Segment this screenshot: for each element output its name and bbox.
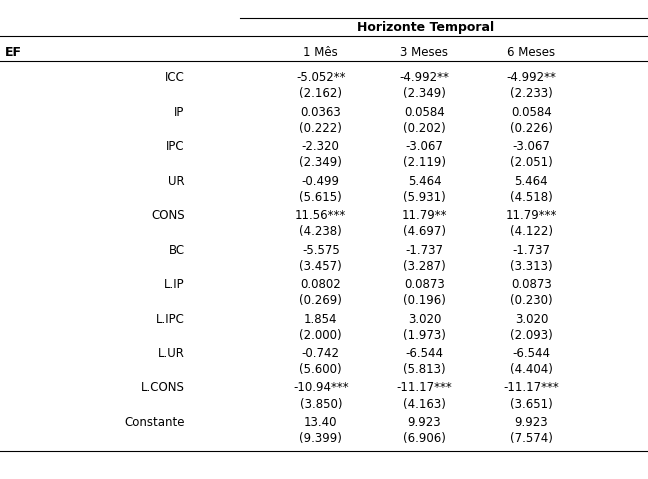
Text: (2.349): (2.349)	[403, 87, 446, 101]
Text: L.CONS: L.CONS	[141, 381, 185, 395]
Text: 9.923: 9.923	[515, 416, 548, 429]
Text: (2.119): (2.119)	[403, 156, 446, 170]
Text: (4.697): (4.697)	[403, 225, 446, 239]
Text: (6.906): (6.906)	[403, 432, 446, 445]
Text: (4.163): (4.163)	[403, 398, 446, 411]
Text: -0.499: -0.499	[302, 174, 340, 188]
Text: Horizonte Temporal: Horizonte Temporal	[358, 21, 494, 34]
Text: (4.404): (4.404)	[510, 363, 553, 376]
Text: 9.923: 9.923	[408, 416, 441, 429]
Text: L.IPC: L.IPC	[156, 312, 185, 326]
Text: IPC: IPC	[166, 140, 185, 153]
Text: (2.349): (2.349)	[299, 156, 342, 170]
Text: (9.399): (9.399)	[299, 432, 342, 445]
Text: -5.052**: -5.052**	[296, 71, 345, 84]
Text: CONS: CONS	[151, 209, 185, 222]
Text: 3.020: 3.020	[408, 312, 441, 326]
Text: (0.226): (0.226)	[510, 122, 553, 135]
Text: (3.850): (3.850)	[299, 398, 342, 411]
Text: 11.79**: 11.79**	[402, 209, 447, 222]
Text: (5.615): (5.615)	[299, 191, 342, 204]
Text: (2.093): (2.093)	[510, 329, 553, 342]
Text: -1.737: -1.737	[406, 243, 443, 257]
Text: (2.162): (2.162)	[299, 87, 342, 101]
Text: -4.992**: -4.992**	[400, 71, 449, 84]
Text: (2.051): (2.051)	[510, 156, 553, 170]
Text: (2.000): (2.000)	[299, 329, 342, 342]
Text: (0.222): (0.222)	[299, 122, 342, 135]
Text: 0.0584: 0.0584	[511, 105, 551, 119]
Text: EF: EF	[5, 46, 22, 59]
Text: (1.973): (1.973)	[403, 329, 446, 342]
Text: -11.17***: -11.17***	[503, 381, 559, 395]
Text: (5.600): (5.600)	[299, 363, 342, 376]
Text: -5.575: -5.575	[302, 243, 340, 257]
Text: 0.0584: 0.0584	[404, 105, 445, 119]
Text: (3.457): (3.457)	[299, 260, 342, 273]
Text: 0.0873: 0.0873	[404, 278, 445, 291]
Text: (0.269): (0.269)	[299, 294, 342, 308]
Text: (0.230): (0.230)	[510, 294, 553, 308]
Text: (4.238): (4.238)	[299, 225, 342, 239]
Text: (5.931): (5.931)	[403, 191, 446, 204]
Text: UR: UR	[168, 174, 185, 188]
Text: -11.17***: -11.17***	[397, 381, 452, 395]
Text: IP: IP	[174, 105, 185, 119]
Text: 6 Meses: 6 Meses	[507, 46, 555, 59]
Text: 11.56***: 11.56***	[295, 209, 347, 222]
Text: 1.854: 1.854	[304, 312, 338, 326]
Text: (5.813): (5.813)	[403, 363, 446, 376]
Text: 11.79***: 11.79***	[505, 209, 557, 222]
Text: -0.742: -0.742	[302, 347, 340, 360]
Text: 0.0802: 0.0802	[301, 278, 341, 291]
Text: -4.992**: -4.992**	[507, 71, 556, 84]
Text: (4.518): (4.518)	[510, 191, 553, 204]
Text: L.IP: L.IP	[164, 278, 185, 291]
Text: (3.287): (3.287)	[403, 260, 446, 273]
Text: (0.196): (0.196)	[403, 294, 446, 308]
Text: 0.0873: 0.0873	[511, 278, 551, 291]
Text: -3.067: -3.067	[406, 140, 443, 153]
Text: 5.464: 5.464	[515, 174, 548, 188]
Text: -1.737: -1.737	[513, 243, 550, 257]
Text: Constante: Constante	[124, 416, 185, 429]
Text: 3.020: 3.020	[515, 312, 548, 326]
Text: (4.122): (4.122)	[510, 225, 553, 239]
Text: -3.067: -3.067	[513, 140, 550, 153]
Text: -10.94***: -10.94***	[293, 381, 349, 395]
Text: (3.651): (3.651)	[510, 398, 553, 411]
Text: -6.544: -6.544	[513, 347, 550, 360]
Text: -2.320: -2.320	[302, 140, 340, 153]
Text: 0.0363: 0.0363	[301, 105, 341, 119]
Text: 13.40: 13.40	[304, 416, 338, 429]
Text: 5.464: 5.464	[408, 174, 441, 188]
Text: 1 Mês: 1 Mês	[303, 46, 338, 59]
Text: ICC: ICC	[165, 71, 185, 84]
Text: L.UR: L.UR	[158, 347, 185, 360]
Text: (0.202): (0.202)	[403, 122, 446, 135]
Text: (3.313): (3.313)	[510, 260, 553, 273]
Text: 3 Meses: 3 Meses	[400, 46, 448, 59]
Text: BC: BC	[168, 243, 185, 257]
Text: -6.544: -6.544	[406, 347, 443, 360]
Text: (2.233): (2.233)	[510, 87, 553, 101]
Text: (7.574): (7.574)	[510, 432, 553, 445]
